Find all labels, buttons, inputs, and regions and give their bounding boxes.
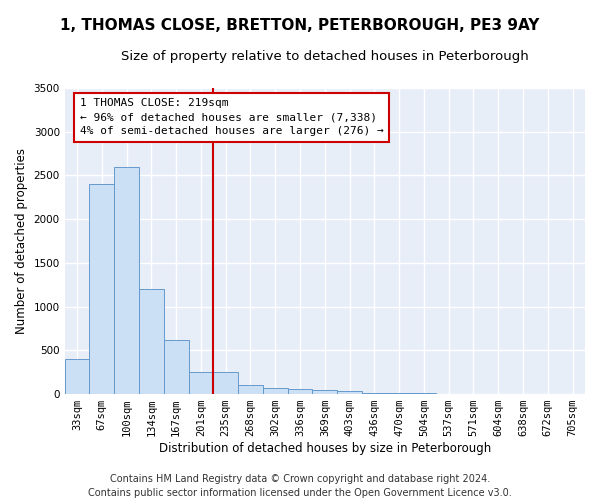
Bar xyxy=(263,388,287,394)
Bar xyxy=(387,393,412,394)
Bar xyxy=(287,390,313,394)
Bar xyxy=(238,386,263,394)
Bar xyxy=(114,166,139,394)
X-axis label: Distribution of detached houses by size in Peterborough: Distribution of detached houses by size … xyxy=(159,442,491,455)
Bar xyxy=(65,359,89,394)
Text: Contains HM Land Registry data © Crown copyright and database right 2024.
Contai: Contains HM Land Registry data © Crown c… xyxy=(88,474,512,498)
Bar xyxy=(337,392,362,394)
Y-axis label: Number of detached properties: Number of detached properties xyxy=(15,148,28,334)
Text: 1, THOMAS CLOSE, BRETTON, PETERBOROUGH, PE3 9AY: 1, THOMAS CLOSE, BRETTON, PETERBOROUGH, … xyxy=(61,18,539,32)
Text: 1 THOMAS CLOSE: 219sqm
← 96% of detached houses are smaller (7,338)
4% of semi-d: 1 THOMAS CLOSE: 219sqm ← 96% of detached… xyxy=(80,98,384,136)
Bar xyxy=(214,372,238,394)
Bar xyxy=(89,184,114,394)
Bar xyxy=(188,372,214,394)
Bar xyxy=(139,289,164,394)
Title: Size of property relative to detached houses in Peterborough: Size of property relative to detached ho… xyxy=(121,50,529,63)
Bar xyxy=(313,390,337,394)
Bar xyxy=(362,393,387,394)
Bar xyxy=(164,340,188,394)
